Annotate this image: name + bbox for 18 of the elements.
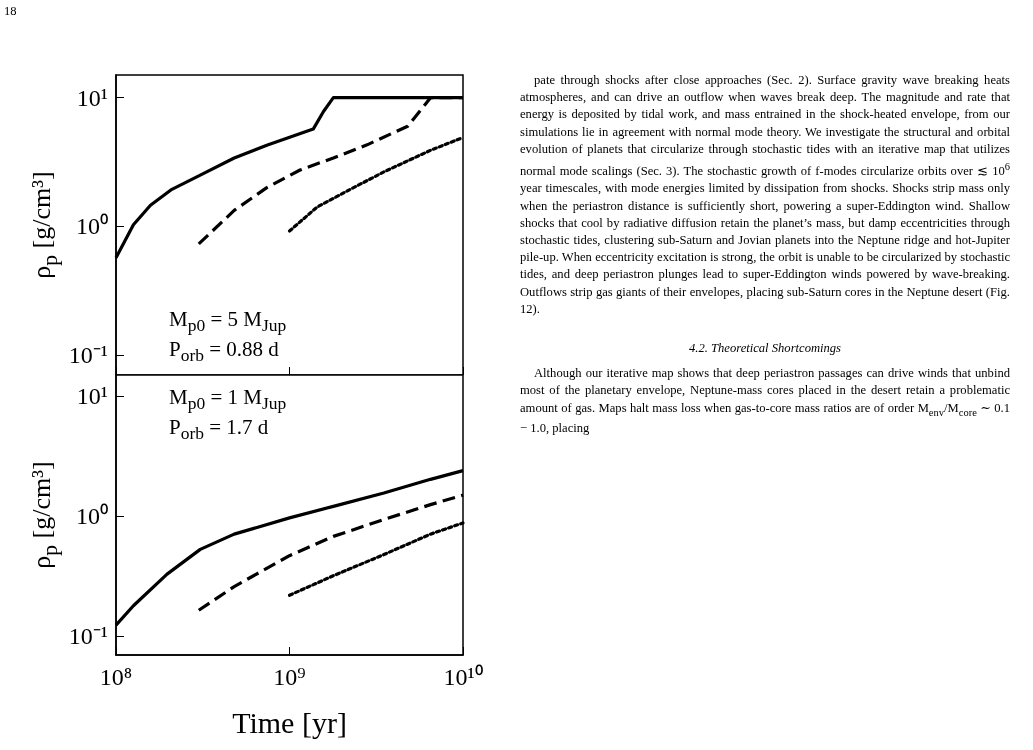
annotation: P$_{orb}$ = 1.7 d: [169, 415, 270, 446]
annotation: M$_{p0}$ = 5 M$_{Jup}$: [169, 307, 287, 338]
y-tick-label: 10⁻¹: [68, 342, 108, 369]
text: pate through shocks after close approaches (Sec. 2). Surface gravity wave breaking heats atmospheres, and can drive an outflow when waves break deep. The magnitude and rate that energy is deposited by tidal work, and mass entrained in the shock-heated envelope, from our simulations lie in agreement with normal mode theory. We investigate the structural and orbital evolution of planets that circularize through stochastic tides with an iterative map that utilizes normal mode scalings (Sec. 3). The stochastic growth of f-modes circularize orbits over ≲ 10$^{6}$ year timescales, with mode energies limited by dissipation from shocks. Shocks strip mass only when the periastron distance is sufficiently short, powering a super-Eddington wind. Shallow shocks that cool by radiative diffusion retain the planet’s mass, but damp eccentricities through stochastic tides, clustering sub-Saturn and Jovian planets into the Neptune ridge and hot-Jupiter pile-up. When eccentricity excitation is strong, the orbit is unable to be circularized by stochastic tides, and deep periastron plunges lead to super-Eddington winds powered by wave-breaking. Outflows strip gas giants of their envelopes, placing sub-Saturn cores in the Neptune desert (Fig. 12).: [520, 73, 1010, 316]
y-tick-label: 10⁰: [76, 503, 108, 530]
text: Although our iterative map shows that deep periastron passages can drive winds that unbind most of the planetary envelope, Neptune-mass cores placed in the desert retain a problematic amount of gas. Maps halt mass loss when gas-to-core mass ratios are of order M$_{env}$/M$_{core}$ ∼ 0.1 − 1.0, placing: [520, 366, 1011, 436]
x-tick-label: 10⁸: [99, 664, 133, 690]
y-tick-label: 10⁻¹: [68, 623, 108, 650]
text: 4.2. Theoretical Shortcomings: [687, 340, 843, 358]
x-axis-title: Time [yr]: [232, 705, 347, 739]
annotation: M$_{p0}$ = 1 M$_{Jup}$: [169, 385, 287, 416]
y-tick-label: 10¹: [76, 84, 108, 111]
y-tick-label: 10¹: [76, 383, 108, 410]
x-tick-label: 10¹⁰: [443, 664, 483, 690]
x-tick-label: 10⁹: [273, 664, 306, 690]
text: 18: [4, 4, 17, 19]
y-tick-label: 10⁰: [76, 213, 108, 240]
annotation: P$_{orb}$ = 0.88 d: [169, 337, 280, 368]
